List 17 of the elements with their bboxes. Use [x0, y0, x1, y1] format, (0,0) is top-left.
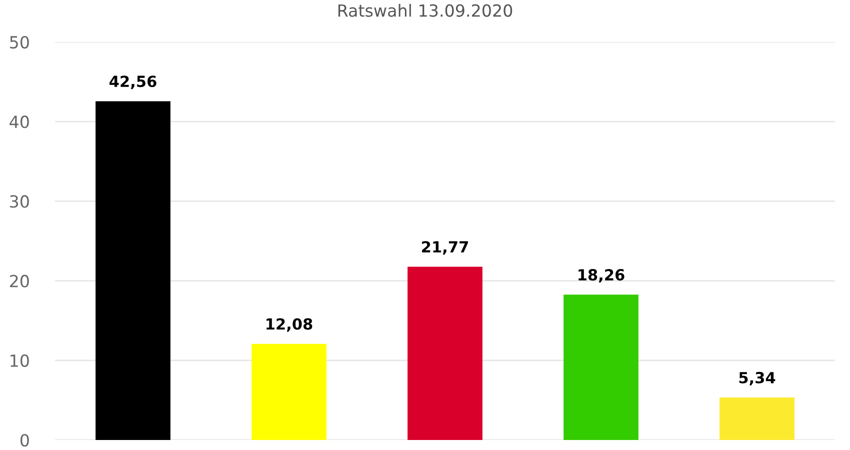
bar	[720, 397, 794, 440]
bar	[96, 101, 170, 440]
y-tick-label: 50	[10, 36, 29, 49]
y-tick-label: 40	[10, 116, 29, 128]
bar	[408, 266, 482, 440]
data-label: 42,56	[110, 76, 156, 90]
y-tick-label: 30	[10, 195, 29, 208]
y-tick-label: 20	[10, 274, 29, 288]
y-tick-label: 0	[20, 434, 29, 447]
y-tick-label: 10	[10, 354, 29, 367]
bar	[564, 294, 638, 440]
chart-title: Ratswahl 13.09.2020	[338, 4, 512, 17]
bar	[252, 344, 326, 440]
data-label: 12,08	[266, 318, 312, 332]
data-label: 21,77	[422, 241, 468, 255]
data-label: 5,34	[739, 372, 776, 386]
data-label: 18,26	[578, 269, 624, 283]
